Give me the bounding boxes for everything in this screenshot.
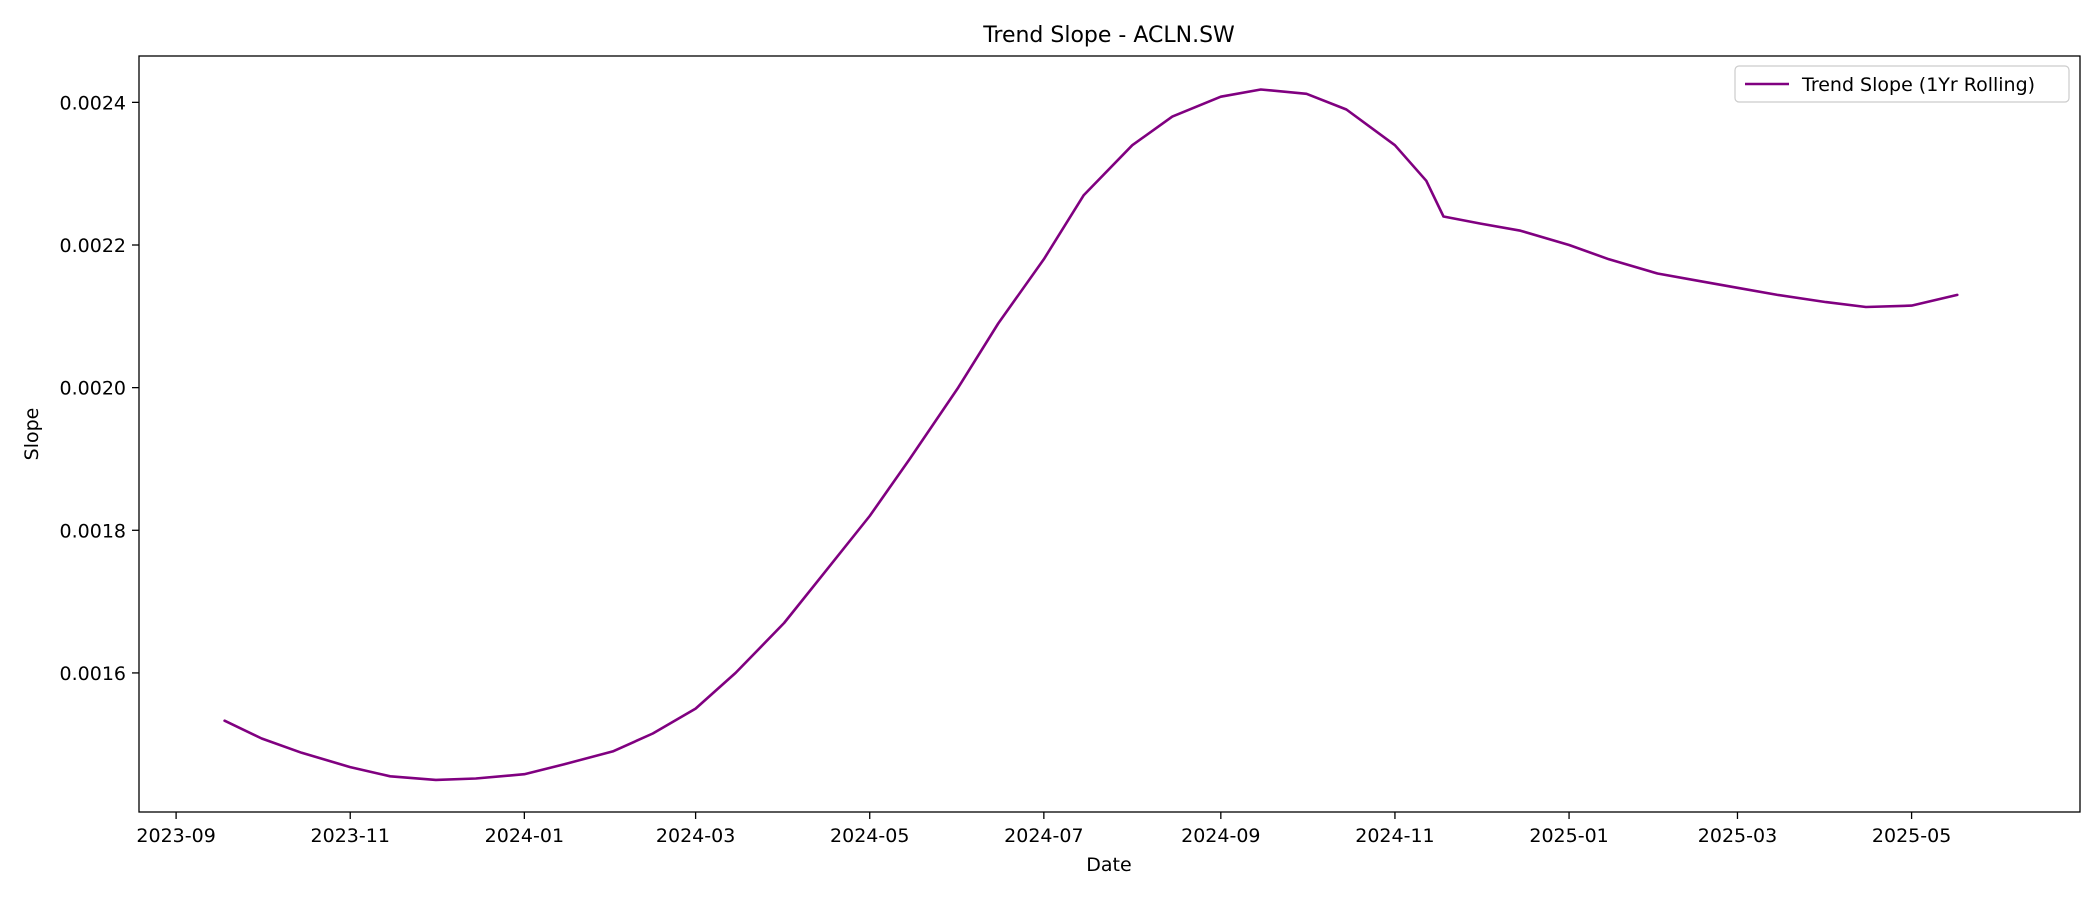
x-tick-label: 2024-07 xyxy=(1004,825,1083,847)
chart-title: Trend Slope - ACLN.SW xyxy=(982,23,1235,48)
x-tick-label: 2024-01 xyxy=(485,825,564,847)
x-tick-label: 2024-09 xyxy=(1181,825,1260,847)
x-axis: 2023-09 2023-11 2024-01 2024-03 2024-05 2024-… xyxy=(136,812,1951,847)
x-tick-label: 2023-09 xyxy=(136,825,215,847)
trend-slope-line xyxy=(223,88,1959,782)
y-tick-label: 0.0020 xyxy=(60,378,126,400)
plot-area xyxy=(138,55,2081,813)
x-tick-label: 2025-01 xyxy=(1529,825,1608,847)
y-axis-label: Slope xyxy=(21,408,43,461)
y-tick-label: 0.0018 xyxy=(60,520,126,542)
x-tick-label: 2023-11 xyxy=(311,825,390,847)
x-tick-label: 2025-03 xyxy=(1698,825,1777,847)
y-tick-label: 0.0022 xyxy=(60,235,126,257)
x-tick-label: 2024-11 xyxy=(1355,825,1434,847)
x-tick-label: 2024-05 xyxy=(830,825,909,847)
x-tick-label: 2024-03 xyxy=(656,825,735,847)
legend: Trend Slope (1Yr Rolling) xyxy=(1734,65,2070,103)
y-tick-label: 0.0024 xyxy=(60,92,126,114)
y-axis: 0.0016 0.0018 0.0020 0.0022 0.0024 xyxy=(60,92,139,685)
x-tick-label: 2025-05 xyxy=(1872,825,1951,847)
y-tick-label: 0.0016 xyxy=(60,663,126,685)
legend-box xyxy=(1734,65,2070,103)
legend-label: Trend Slope (1Yr Rolling) xyxy=(1801,74,2035,96)
x-axis-label: Date xyxy=(1086,854,1131,876)
